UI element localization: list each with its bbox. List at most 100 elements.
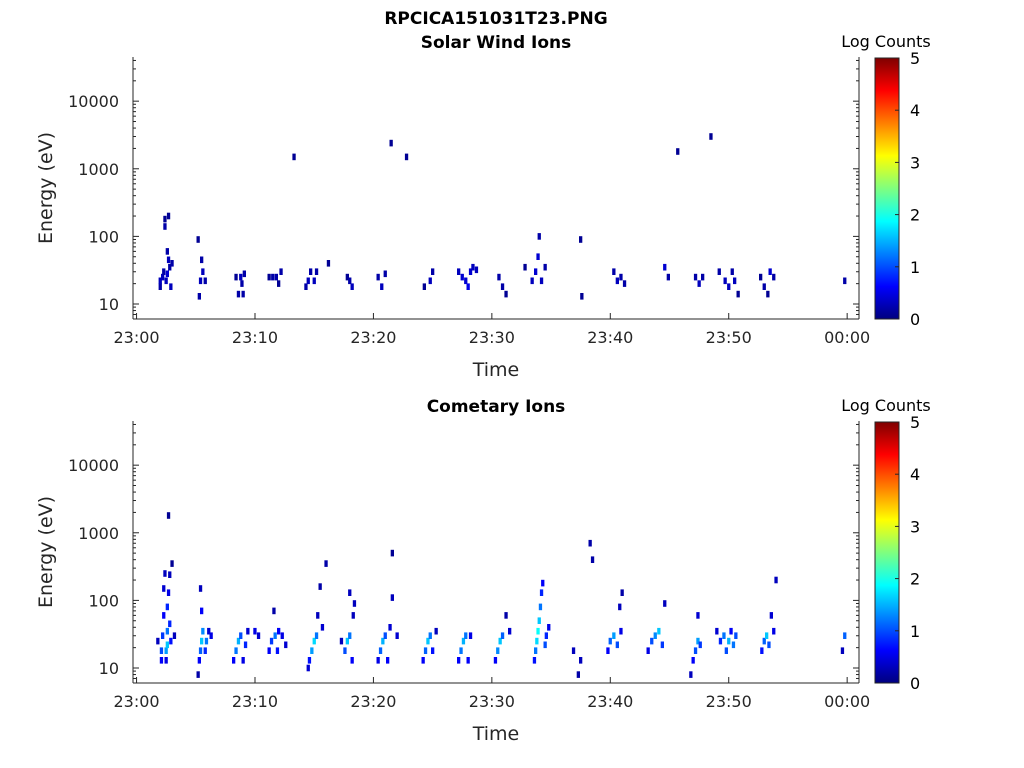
cometary-cell — [620, 589, 624, 596]
colorbar-ticks-cometary: 0 1 2 3 4 5 — [895, 413, 920, 693]
solar-wind-cell — [404, 153, 409, 161]
solar-wind-cell — [579, 236, 583, 243]
plot-area-cometary — [133, 421, 859, 683]
cometary-cell — [421, 657, 425, 664]
cometary-axes: 23:00 23:10 23:20 23:30 23:40 23:50 00:00 10 100… — [68, 421, 870, 711]
cometary-y-tick-label: 10000 — [68, 456, 119, 475]
cometary-cell — [170, 560, 174, 567]
solar-wind-cell — [203, 277, 207, 285]
solar-wind-cell — [468, 268, 473, 275]
solar-wind-x-tick-label: 23:10 — [232, 328, 278, 347]
figure-title: RPCICA151031T23.PNG — [384, 9, 607, 29]
cometary-cell — [646, 647, 650, 654]
cometary-cell — [201, 627, 205, 635]
cometary-cell — [253, 627, 257, 635]
solar-wind-cell — [580, 293, 584, 300]
colorbar-ticks-solar-wind: 0 1 2 3 4 5 — [895, 49, 920, 329]
cometary-cell — [390, 549, 394, 557]
solar-wind-cell — [309, 268, 313, 275]
cometary-cell — [163, 570, 167, 577]
solar-wind-cell — [523, 263, 527, 271]
solar-wind-cell — [615, 277, 619, 285]
cometary-cell — [307, 657, 312, 664]
cometary-cell — [541, 579, 545, 587]
solar-wind-cell — [666, 273, 670, 281]
cometary-y-tick-label: 1000 — [78, 524, 119, 543]
cometary-cell — [172, 632, 177, 639]
cometary-cell — [269, 637, 274, 645]
panel-title-cometary: Cometary Ions — [427, 397, 566, 417]
solar-wind-y-tick-label: 10000 — [68, 92, 119, 111]
solar-wind-cell — [271, 273, 275, 281]
solar-wind-y-tick-label: 10 — [99, 295, 119, 314]
cometary-cell — [500, 632, 505, 639]
cometary-cell — [538, 603, 543, 611]
cometary-cell — [606, 647, 610, 654]
cometary-cell — [164, 647, 168, 654]
cometary-cell — [691, 657, 695, 664]
solar-wind-x-tick-label: 00:00 — [824, 328, 870, 347]
cometary-cell — [390, 594, 394, 601]
cometary-cell — [426, 637, 430, 645]
cometary-cell — [339, 637, 344, 645]
solar-wind-colorbar-tick-label: 3 — [910, 153, 920, 172]
cometary-cell — [760, 647, 764, 654]
y-axis-label-solar-wind: Energy (eV) — [35, 132, 57, 244]
cometary-cell — [459, 647, 463, 654]
solar-wind-cell — [277, 280, 281, 287]
cometary-cell — [615, 641, 619, 649]
cometary-cell — [693, 647, 698, 654]
solar-wind-cell — [619, 273, 623, 281]
cometary-cell — [197, 657, 201, 664]
cometary-cell — [168, 571, 172, 578]
cometary-cell — [423, 647, 428, 654]
solar-wind-cell — [345, 273, 349, 281]
cometary-cell — [608, 637, 612, 645]
solar-wind-cell — [736, 290, 740, 298]
cometary-cell — [765, 632, 769, 639]
cometary-y-tick-label: 100 — [88, 591, 119, 610]
cometary-cell — [156, 637, 160, 645]
cometary-cell — [168, 620, 172, 628]
solar-wind-colorbar-tick-label: 4 — [910, 101, 920, 120]
cometary-cell — [256, 632, 261, 639]
cometary-cell — [159, 657, 164, 664]
cometary-cell — [273, 632, 277, 639]
solar-wind-cell — [717, 268, 721, 275]
colorbar-label-solar-wind: Log Counts — [841, 32, 931, 51]
solar-wind-cell — [530, 277, 534, 285]
solar-wind-cell — [536, 253, 540, 260]
cometary-cell — [539, 589, 544, 596]
cometary-cell — [650, 637, 654, 645]
cometary-cell — [165, 627, 169, 635]
solar-wind-colorbar-tick-label: 2 — [910, 206, 920, 225]
cometary-cell — [772, 627, 776, 635]
solar-wind-cell — [239, 273, 243, 281]
cometary-cell — [537, 617, 541, 624]
cometary-cell — [718, 637, 723, 645]
cometary-cell — [312, 637, 316, 645]
cometary-cell — [767, 641, 771, 649]
cometary-cell — [159, 647, 164, 654]
solar-wind-cell — [772, 273, 776, 281]
cometary-cell — [348, 589, 352, 596]
solar-wind-cell — [733, 277, 737, 285]
cometary-cell — [161, 632, 165, 639]
solar-wind-cell — [198, 277, 203, 285]
cometary-cells — [156, 512, 847, 678]
cometary-cell — [663, 600, 667, 607]
cometary-cell — [843, 632, 847, 639]
cometary-cell — [547, 624, 551, 631]
cometary-cell — [543, 641, 547, 649]
cometary-ions-panel: Cometary Ions 23:00 23:10 23:20 23:30 23:40 2… — [35, 396, 931, 745]
cometary-x-tick-label: 23:50 — [706, 692, 752, 711]
cometary-cell — [434, 627, 438, 635]
cometary-cell — [579, 657, 583, 664]
solar-wind-cell — [350, 283, 354, 290]
cometary-cell — [534, 647, 538, 654]
cometary-cell — [504, 612, 508, 619]
cometary-cell — [280, 632, 284, 639]
cometary-cell — [162, 585, 166, 592]
solar-wind-cell — [274, 273, 278, 281]
